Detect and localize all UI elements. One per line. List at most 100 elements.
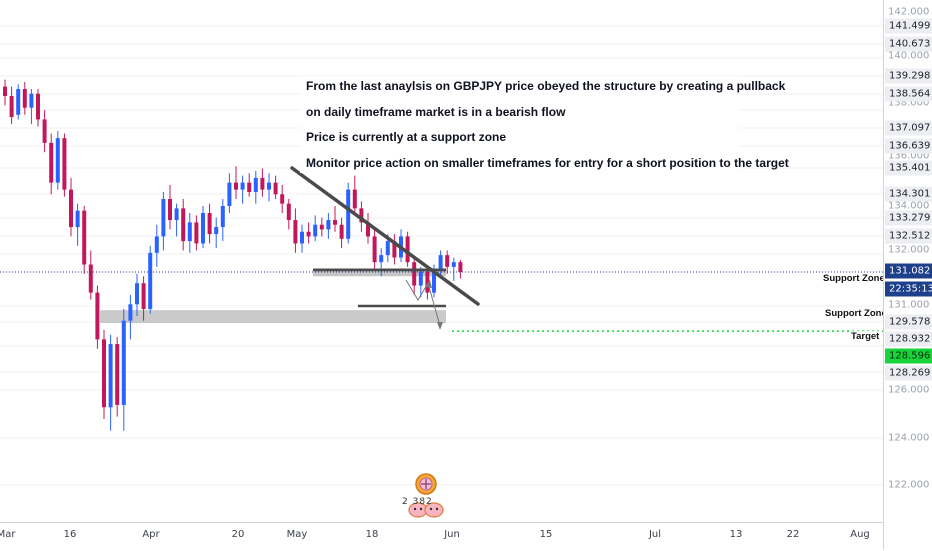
candle-body xyxy=(128,304,133,321)
candle-body xyxy=(69,189,73,228)
candle-body xyxy=(306,231,311,237)
note-line: Price is currently at a support zone xyxy=(300,127,740,147)
price-tick: 131.000 xyxy=(888,299,930,311)
candle-body xyxy=(267,182,271,190)
countdown-label: 22:35:13 xyxy=(885,281,932,297)
candle-body xyxy=(405,236,410,263)
candle-body xyxy=(121,320,126,405)
price-label: 132.512 xyxy=(885,228,932,244)
candle-body xyxy=(313,224,318,237)
price-tick: 140.000 xyxy=(888,50,930,62)
candle-body xyxy=(300,231,304,244)
chart-canvas[interactable] xyxy=(0,0,883,522)
candle-body xyxy=(207,213,212,235)
candle-body xyxy=(141,283,146,309)
candle-body xyxy=(293,220,298,244)
price-tick: 142.000 xyxy=(888,6,930,18)
candle-body xyxy=(49,142,54,183)
candle-body xyxy=(418,271,423,286)
price-tick: 136.000 xyxy=(888,150,930,162)
candle-body xyxy=(201,213,205,244)
price-tick: 124.000 xyxy=(888,432,930,444)
time-tick: Apr xyxy=(142,529,160,540)
candle-body xyxy=(16,89,21,115)
note-line: From the last anaylsis on GBPJPY price o… xyxy=(300,76,785,96)
target-zone xyxy=(100,310,446,324)
candle-body xyxy=(366,222,370,237)
support-zone-1 xyxy=(313,268,446,277)
price-label: 139.298 xyxy=(885,68,932,84)
time-tick: Jul xyxy=(648,529,662,540)
chart-area[interactable]: From the last anaylsis on GBPJPY price o… xyxy=(0,0,883,522)
candle-body xyxy=(187,222,192,242)
candle-body xyxy=(62,138,67,190)
projection-arrowhead xyxy=(437,322,443,330)
mascot-sticker[interactable]: 2 382 xyxy=(402,472,448,520)
note-line: Monitor price action on smaller timefram… xyxy=(300,152,789,173)
candle-body xyxy=(135,283,139,305)
candle-body xyxy=(29,93,34,108)
price-label: 138.564 xyxy=(885,86,932,102)
candle-body xyxy=(379,255,384,263)
time-tick: Aug xyxy=(850,529,870,540)
analysis-note[interactable]: From the last anaylsis on GBPJPY price o… xyxy=(300,76,789,178)
candle-body xyxy=(194,222,199,244)
price-label: 141.499 xyxy=(885,18,932,34)
time-tick: 22 xyxy=(786,529,800,540)
candle-body xyxy=(22,89,27,108)
candle-body xyxy=(319,224,324,230)
candle-body xyxy=(181,208,186,242)
time-tick: Mar xyxy=(0,529,16,540)
price-axis[interactable]: 142.000 140.000 138.000 136.000 134.000 132.0… xyxy=(883,0,932,550)
candle-body xyxy=(115,344,120,405)
price-label: 140.673 xyxy=(885,36,932,52)
target-price-label: 128.596 xyxy=(885,348,932,364)
candle-body xyxy=(75,210,80,228)
candle-body xyxy=(108,344,113,408)
support-zone-label: Support Zone xyxy=(823,308,883,319)
time-tick: 20 xyxy=(231,529,245,540)
current-price-label: 131.082 xyxy=(885,263,932,279)
time-tick: Jun xyxy=(444,529,460,540)
candle-body xyxy=(9,96,14,118)
projection-arrowhead xyxy=(425,280,432,288)
candle-body xyxy=(425,271,430,293)
candle-body xyxy=(260,177,265,190)
price-tick: 126.000 xyxy=(888,384,930,396)
price-tick: 122.000 xyxy=(888,479,930,491)
candle-body xyxy=(234,182,238,190)
candle-body xyxy=(346,189,351,239)
candle-body xyxy=(432,269,436,293)
price-tick: 138.000 xyxy=(888,97,930,109)
candle-body xyxy=(95,292,100,340)
price-label: 137.097 xyxy=(885,120,932,136)
candle-body xyxy=(174,208,179,221)
price-label: 136.639 xyxy=(885,138,932,154)
price-label: 128.932 xyxy=(885,331,932,347)
time-tick: May xyxy=(286,529,308,540)
candle-body xyxy=(326,220,331,230)
candle-body xyxy=(412,262,417,286)
time-axis[interactable]: Mar 16 Apr 20 May 18 Jun 15 Jul 13 22 Aug xyxy=(0,522,883,551)
candle-body xyxy=(154,236,159,253)
mascot-icon xyxy=(408,473,444,518)
candle-body xyxy=(372,236,377,263)
candle-body xyxy=(214,227,219,235)
price-tick: 132.000 xyxy=(888,244,930,256)
candle-body xyxy=(451,262,456,267)
price-tick: 134.000 xyxy=(888,200,930,212)
candle-body xyxy=(352,189,357,209)
price-label: 134.301 xyxy=(885,186,932,202)
candle-body xyxy=(438,255,443,270)
candle-body xyxy=(240,182,245,190)
candle-body xyxy=(333,220,337,225)
support-zone-label: Support Zone xyxy=(821,273,883,284)
price-label: 135.401 xyxy=(885,160,932,176)
candle-body xyxy=(220,206,225,228)
candle-body xyxy=(359,208,364,223)
candle-body xyxy=(102,339,106,408)
mascot-counter: 2 382 xyxy=(402,497,433,507)
candle-body xyxy=(286,203,291,221)
candle-body xyxy=(253,177,258,192)
note-line: on daily timeframe market is in a bearis… xyxy=(300,101,740,122)
